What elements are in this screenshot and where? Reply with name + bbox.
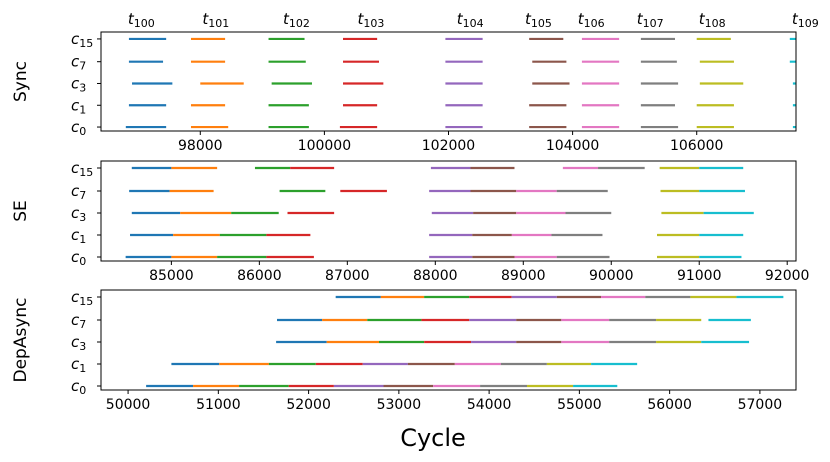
sync-xtick-label: 102000 — [422, 138, 475, 154]
sync-ytick-label: c0 — [71, 118, 86, 138]
sync-xtick-label: 100000 — [298, 138, 351, 154]
se-ytick-label: c0 — [71, 248, 86, 268]
sync-ytick-label: c1 — [71, 96, 86, 116]
sync-xtick-label: 104000 — [546, 138, 599, 154]
sync-time-label: t107 — [637, 10, 664, 30]
sync-ytick-label: c3 — [71, 74, 86, 94]
se-xtick-label: 86000 — [237, 268, 282, 284]
sync-ytick-label: c15 — [71, 30, 93, 50]
sync-xtick-label: 98000 — [178, 138, 223, 154]
depasync-xtick-label: 51000 — [196, 397, 241, 413]
se-ytick-label: c15 — [71, 159, 93, 179]
depasync-xtick-label: 52000 — [286, 397, 331, 413]
depasync-ytick-label: c7 — [71, 311, 86, 331]
depasync-ytick-label: c15 — [71, 288, 93, 308]
se-ytick-label: c7 — [71, 182, 86, 202]
depasync-ytick-label: c3 — [71, 333, 86, 353]
depasync-xtick-label: 53000 — [377, 397, 422, 413]
depasync-ytick-label: c0 — [71, 377, 86, 397]
se-xtick-label: 87000 — [325, 268, 370, 284]
x-axis-title: Cycle — [400, 424, 466, 452]
depasync-xtick-label: 50000 — [106, 397, 151, 413]
depasync-xtick-label: 54000 — [467, 397, 512, 413]
sync-time-label: t101 — [202, 10, 229, 30]
sync-time-label: t108 — [699, 10, 726, 30]
depasync-xtick-label: 56000 — [647, 397, 692, 413]
se-axes-frame — [100, 160, 797, 262]
se-xtick-label: 92000 — [765, 268, 810, 284]
sync-time-label: t100 — [128, 10, 155, 30]
depasync-xtick-label: 57000 — [738, 397, 783, 413]
sync-time-label: t102 — [283, 10, 310, 30]
depasync-ytick-label: c1 — [71, 355, 86, 375]
se-xtick-label: 88000 — [413, 268, 458, 284]
se-xtick-label: 91000 — [677, 268, 722, 284]
se-ytick-label: c3 — [71, 204, 86, 224]
sync-axes-frame — [100, 31, 797, 132]
se-ylabel: SE — [11, 200, 31, 222]
sync-time-label: t103 — [357, 10, 384, 30]
sync-time-label: t104 — [457, 10, 484, 30]
se-xtick-label: 90000 — [589, 268, 634, 284]
sync-ylabel: Sync — [11, 61, 31, 102]
se-ytick-label: c1 — [71, 226, 86, 246]
se-xtick-label: 85000 — [149, 268, 194, 284]
depasync-xtick-label: 55000 — [557, 397, 602, 413]
depasync-axes-frame — [100, 289, 797, 391]
depasync-ylabel: DepAsync — [11, 297, 31, 382]
sync-xtick-label: 106000 — [670, 138, 723, 154]
sync-time-label: t105 — [525, 10, 552, 30]
sync-ytick-label: c7 — [71, 53, 86, 73]
sync-time-label: t106 — [578, 10, 605, 30]
se-xtick-label: 89000 — [501, 268, 546, 284]
sync-time-label: t109 — [792, 10, 819, 30]
